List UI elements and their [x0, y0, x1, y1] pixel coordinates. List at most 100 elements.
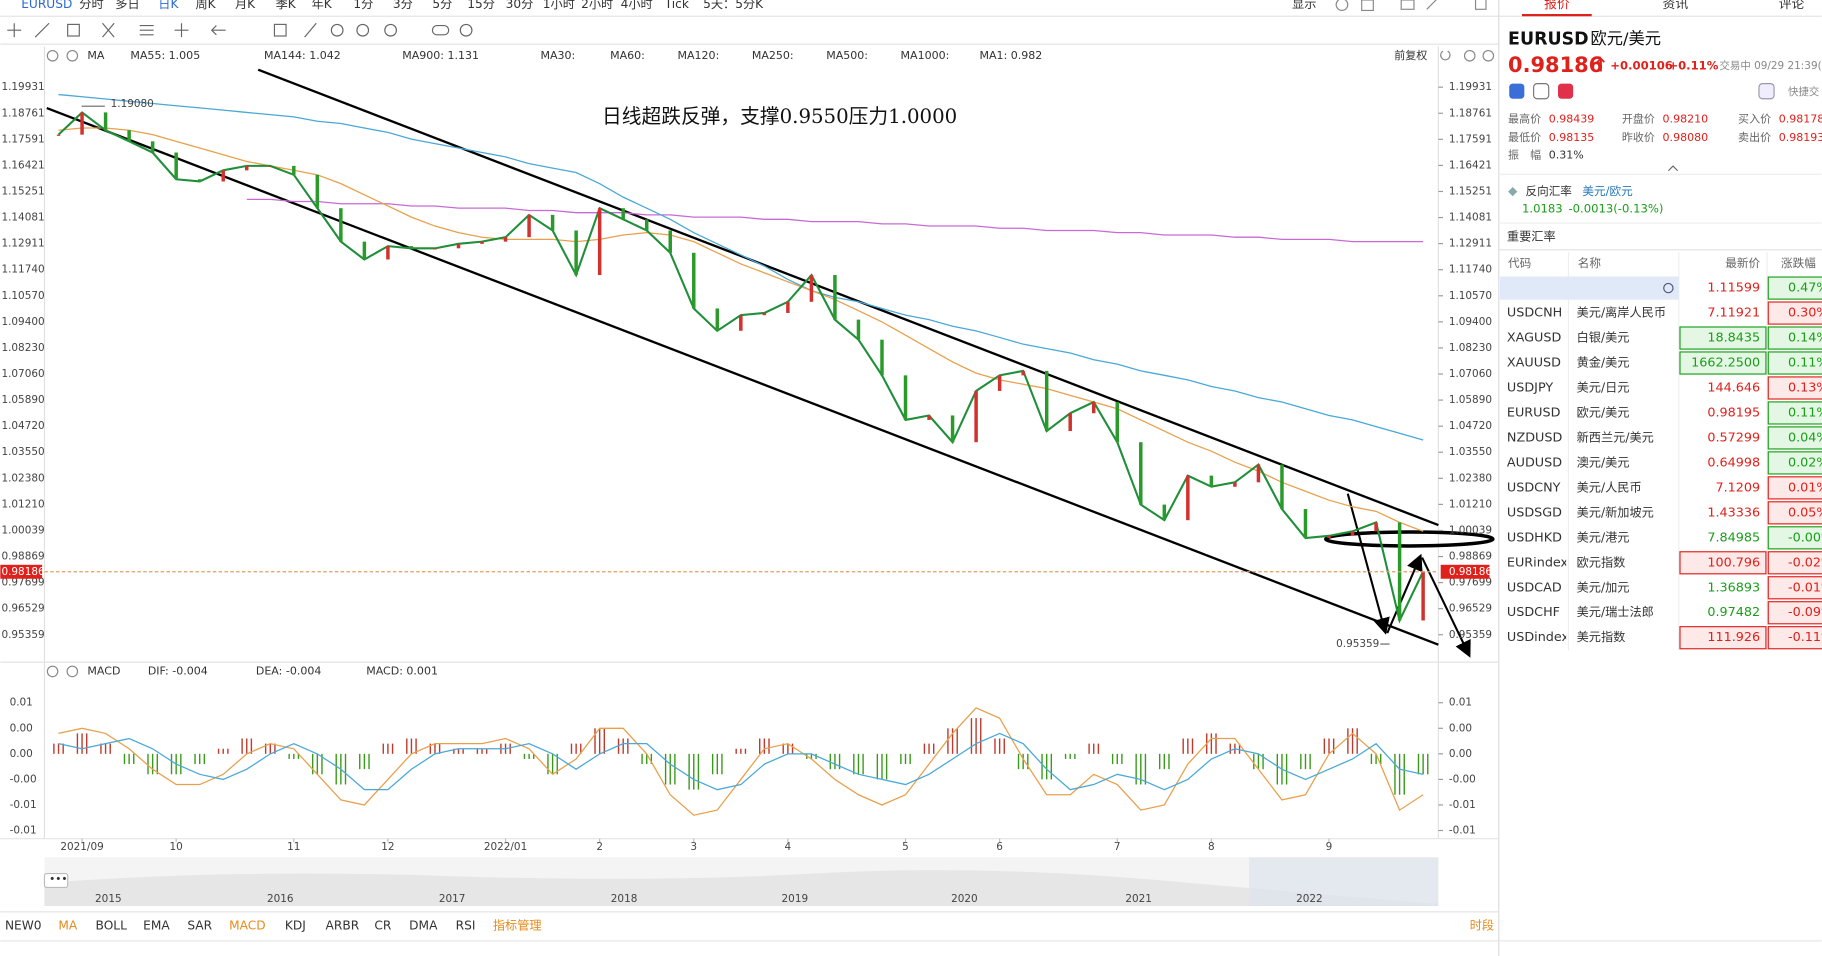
trash-icon[interactable] [1474, 0, 1487, 10]
reverse-pair[interactable]: 美元/欧元 [1582, 184, 1633, 198]
indicator-tab[interactable]: SAR [187, 918, 212, 932]
indicator-tab[interactable]: KDJ [285, 918, 306, 932]
note-icon[interactable] [273, 23, 287, 37]
pen-icon[interactable] [304, 22, 317, 38]
row-name[interactable]: 美元/日元 [1577, 380, 1630, 394]
row-code[interactable]: EURUSD [1507, 405, 1561, 420]
row-code[interactable]: USDCNY [1507, 480, 1561, 495]
row-code[interactable]: USDHKD [1507, 530, 1562, 545]
period-tab[interactable]: 30分 [506, 0, 534, 11]
fav-icon[interactable] [1558, 83, 1574, 99]
settings-icon[interactable] [46, 49, 59, 62]
row-name[interactable]: 美元/新加坡元 [1577, 504, 1654, 519]
row-name[interactable]: 黄金/美元 [1577, 355, 1630, 370]
measure-icon[interactable] [174, 23, 189, 38]
row-code[interactable]: XAUUSD [1507, 356, 1561, 371]
period-tab[interactable]: 季K [276, 0, 297, 11]
zoom-icon[interactable] [1463, 49, 1476, 62]
period-tab[interactable]: 年K [312, 0, 333, 11]
period-tab[interactable]: 周K [195, 0, 216, 11]
cross-tool-icon[interactable] [102, 22, 115, 38]
row-code[interactable]: AUDUSD [1507, 455, 1562, 470]
delete-icon[interactable] [384, 23, 397, 37]
row-name[interactable]: 澳元/美元 [1577, 455, 1630, 469]
indicator-tab[interactable]: 指标管理 [493, 917, 542, 932]
row-name[interactable]: 美元/港元 [1577, 530, 1630, 544]
indicator-tab[interactable]: MACD [229, 918, 266, 932]
period-tab[interactable]: 5分 [432, 0, 452, 11]
bell-icon[interactable] [1758, 83, 1775, 100]
close-icon[interactable] [66, 49, 79, 62]
symbol-tab[interactable]: EURUSD [21, 0, 72, 11]
link-icon[interactable] [431, 24, 450, 36]
indicator-tab[interactable]: CR [374, 918, 392, 932]
rect-tool-icon[interactable] [67, 23, 80, 37]
add-icon[interactable] [1482, 49, 1495, 62]
period-tab[interactable]: 2小时 [581, 0, 613, 11]
layout-icon[interactable] [1361, 0, 1374, 12]
row-code[interactable]: USDCHF [1507, 605, 1560, 620]
hide-icon[interactable] [356, 23, 370, 37]
adjust-button[interactable]: 前复权 [1394, 48, 1427, 62]
row-name[interactable]: 欧元指数 [1577, 554, 1626, 569]
back-icon[interactable] [210, 25, 226, 36]
row-code[interactable]: USDCAD [1507, 580, 1562, 595]
period-tab[interactable]: 多日 [115, 0, 139, 11]
fib-tool-icon[interactable] [139, 24, 154, 36]
row-name[interactable]: 美元/离岸人民币 [1577, 305, 1666, 320]
row-name[interactable]: 美元指数 [1577, 629, 1626, 644]
session-tab[interactable]: 时段 [1470, 917, 1494, 932]
indicator-tab[interactable]: BOLL [96, 918, 128, 932]
row-name[interactable]: 美元/加元 [1577, 580, 1630, 594]
period-tab[interactable]: 1分 [353, 0, 373, 11]
row-code[interactable]: USDindex [1507, 630, 1570, 645]
side-tab[interactable]: 资讯 [1663, 0, 1689, 12]
row-name[interactable]: 新西兰元/美元 [1577, 429, 1654, 444]
indicator-tab[interactable]: MA [58, 918, 78, 932]
period-tab[interactable]: 3分 [393, 0, 413, 11]
row-code[interactable]: USDJPY [1507, 380, 1553, 395]
row-code[interactable]: NZDUSD [1507, 430, 1563, 445]
indicator-tab[interactable]: EMA [143, 918, 170, 932]
quick-trade[interactable]: 快捷交 [1788, 85, 1819, 98]
period-tab[interactable]: 15分 [467, 0, 495, 11]
period-tab[interactable]: 日K [158, 0, 179, 11]
overview-handle[interactable] [43, 872, 69, 889]
lock-icon[interactable] [330, 23, 344, 37]
display-menu[interactable]: 显示 [1292, 0, 1316, 11]
settings-icon[interactable] [459, 23, 473, 37]
row-name[interactable]: 美元/人民币 [1577, 480, 1642, 494]
gear-icon[interactable] [1335, 0, 1349, 12]
period-tab[interactable]: Tick [664, 0, 690, 11]
indicator-tab[interactable]: NEW0 [5, 918, 42, 932]
close-icon[interactable] [66, 665, 79, 678]
side-tab[interactable]: 评论 [1779, 0, 1805, 12]
period-tab[interactable]: 5天：5分K [703, 0, 764, 11]
row-name[interactable]: 美元/瑞士法郎 [1577, 605, 1654, 619]
globe-icon[interactable] [1509, 83, 1525, 99]
edit-icon[interactable] [1426, 0, 1439, 10]
crosshair-icon[interactable] [7, 23, 22, 38]
watch-icon[interactable] [1663, 282, 1674, 294]
indicator-tab[interactable]: RSI [456, 918, 476, 932]
indicator-tab[interactable]: DMA [409, 918, 438, 932]
overview-window[interactable] [1249, 857, 1439, 907]
side-tab[interactable]: 报价 [1544, 0, 1570, 12]
indicator-tab[interactable]: ARBR [326, 918, 360, 932]
settings-icon[interactable] [46, 665, 59, 678]
row-name[interactable]: 白银/美元 [1577, 330, 1630, 345]
period-tab[interactable]: 4小时 [621, 0, 653, 11]
row-code[interactable]: USDCNH [1507, 306, 1562, 321]
selected-row[interactable] [1499, 276, 1679, 300]
line-tool-icon[interactable] [34, 22, 50, 38]
reset-icon[interactable] [1440, 50, 1451, 61]
row-name[interactable]: 欧元/美元 [1577, 405, 1630, 419]
drawing-tools[interactable] [7, 22, 473, 38]
period-tab[interactable]: 月K [235, 0, 256, 11]
period-tab[interactable]: 1小时 [543, 0, 575, 11]
period-tab[interactable]: 分时 [79, 0, 103, 11]
doc-icon[interactable] [1533, 83, 1550, 100]
row-code[interactable]: EURindex [1507, 555, 1569, 570]
camera-icon[interactable] [1400, 0, 1415, 10]
row-code[interactable]: USDSGD [1507, 505, 1562, 520]
